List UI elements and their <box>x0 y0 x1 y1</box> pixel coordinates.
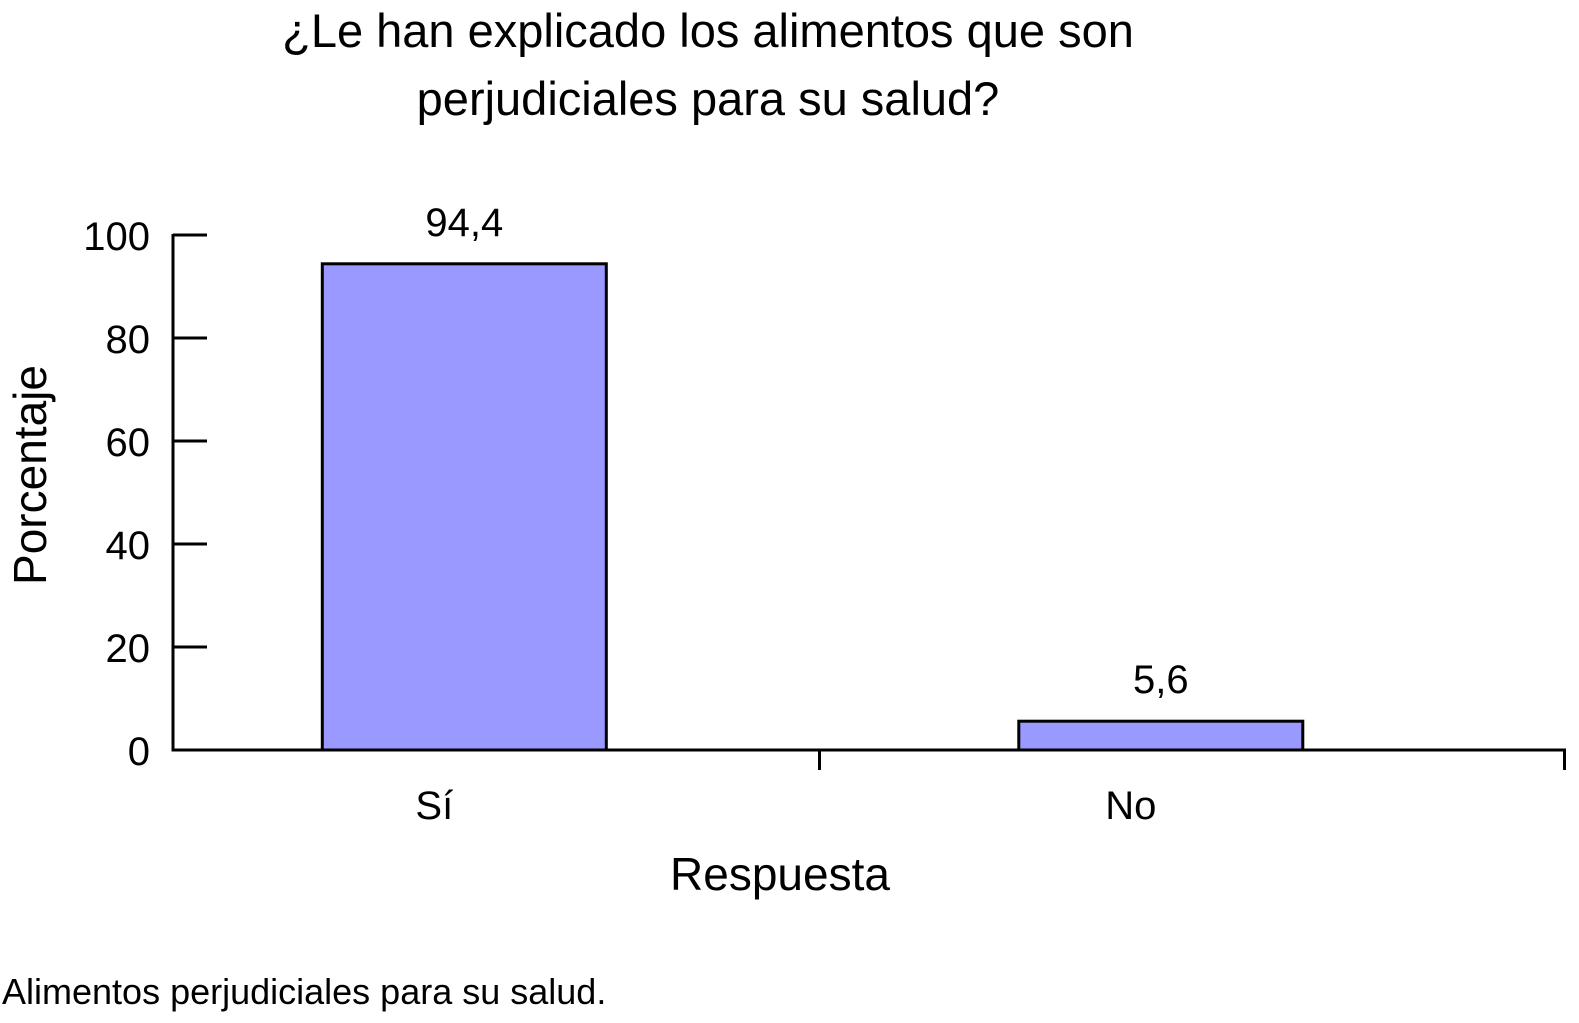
data-label: 94,4 <box>425 201 503 245</box>
y-tick-label: 80 <box>106 318 151 362</box>
x-tick-label: Sí <box>415 784 453 828</box>
axes-layer <box>171 233 1566 770</box>
bar-chart: ¿Le han explicado los alimentos que son … <box>4 4 1566 900</box>
bar-2 <box>1017 719 1305 752</box>
x-tick-label: No <box>1105 784 1156 828</box>
y-tick-label: 20 <box>106 627 151 671</box>
y-tick-label: 60 <box>106 421 151 465</box>
figure-caption: Alimentos perjudiciales para su salud. <box>2 971 607 1012</box>
data-label: 5,6 <box>1133 658 1189 702</box>
chart-title-line: ¿Le han explicado los alimentos que son <box>282 4 1134 57</box>
bar-1 <box>320 262 608 752</box>
x-axis-label: Respuesta <box>670 848 890 900</box>
y-tick-label: 40 <box>106 524 151 568</box>
labels-layer: 94,4 Sí 5,6 No 0 20 40 60 80 100 <box>83 201 1188 828</box>
y-tick-label: 0 <box>128 730 150 774</box>
chart-title-line: perjudiciales para su salud? <box>417 72 1000 125</box>
y-tick-label: 100 <box>83 215 150 259</box>
chart-title: ¿Le han explicado los alimentos que son … <box>282 4 1134 125</box>
bars-layer <box>320 262 1305 752</box>
y-axis-label: Porcentaje <box>4 365 56 585</box>
